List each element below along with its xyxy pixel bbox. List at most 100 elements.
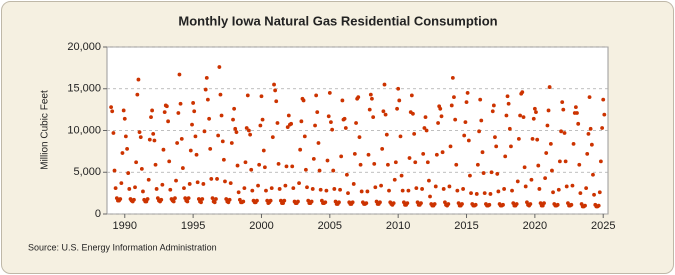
point (174, 178, 178, 183)
point (221, 157, 226, 162)
point (419, 201, 423, 206)
point (345, 172, 349, 177)
point (465, 91, 470, 95)
point (274, 99, 279, 104)
point (359, 189, 364, 194)
point (223, 179, 227, 184)
point (575, 111, 579, 115)
point (258, 123, 263, 128)
point (159, 197, 164, 202)
point (330, 127, 335, 132)
point (571, 141, 576, 146)
point (166, 119, 171, 124)
point (194, 152, 199, 157)
point (260, 117, 265, 122)
point (557, 159, 562, 164)
point (490, 109, 495, 114)
point (309, 199, 314, 204)
point (204, 75, 209, 80)
point (569, 202, 574, 207)
point (186, 196, 191, 201)
point (123, 134, 128, 139)
point (425, 160, 430, 165)
point (303, 167, 308, 172)
point (310, 187, 315, 191)
y-tick-label: 5,000 (73, 166, 101, 178)
point (550, 168, 554, 173)
point (453, 117, 458, 122)
point (210, 196, 215, 201)
point (591, 172, 595, 177)
point (543, 176, 548, 180)
point (182, 186, 186, 191)
point (285, 125, 290, 130)
plot-area (106, 46, 609, 215)
point (382, 82, 387, 87)
point (276, 162, 281, 166)
point (161, 147, 166, 152)
point (536, 163, 541, 168)
point (477, 129, 481, 134)
point (325, 158, 330, 163)
point (188, 148, 193, 153)
point (220, 139, 225, 144)
point (589, 142, 594, 147)
point (489, 170, 494, 175)
point (234, 130, 239, 135)
point (145, 197, 150, 201)
point (118, 197, 123, 201)
point (420, 187, 424, 191)
point (176, 111, 181, 115)
x-tick-label: 1995 (181, 220, 205, 232)
point (570, 183, 575, 188)
point (150, 108, 155, 113)
point (249, 167, 254, 172)
point (428, 194, 432, 199)
point (588, 126, 593, 131)
point (506, 101, 511, 106)
point (175, 141, 180, 145)
point (351, 182, 356, 186)
point (208, 146, 213, 151)
point (298, 147, 303, 152)
point (542, 201, 546, 206)
point (479, 118, 484, 123)
point (248, 132, 253, 137)
point (367, 107, 372, 112)
point (501, 202, 505, 207)
point (424, 128, 429, 133)
point (503, 154, 508, 159)
point (152, 138, 157, 143)
point (200, 197, 205, 201)
point (409, 93, 414, 98)
point (576, 121, 581, 126)
point (316, 141, 321, 145)
point (244, 126, 249, 130)
point (346, 191, 350, 196)
point (545, 123, 550, 128)
point (296, 199, 300, 204)
point (284, 164, 289, 169)
point (233, 126, 238, 131)
point (386, 162, 390, 167)
point (339, 154, 344, 159)
point (535, 137, 540, 142)
point (147, 137, 152, 142)
point (405, 201, 410, 206)
point (318, 187, 323, 192)
point (356, 95, 361, 99)
point (162, 110, 167, 115)
point (177, 72, 182, 77)
point (297, 181, 301, 186)
point (269, 186, 274, 191)
point (454, 162, 459, 167)
point (264, 188, 268, 193)
point (231, 117, 235, 122)
point (214, 197, 218, 201)
point (119, 181, 124, 186)
point (137, 130, 142, 135)
point (317, 168, 322, 173)
point (438, 106, 443, 111)
point (368, 92, 373, 97)
point (473, 202, 478, 207)
